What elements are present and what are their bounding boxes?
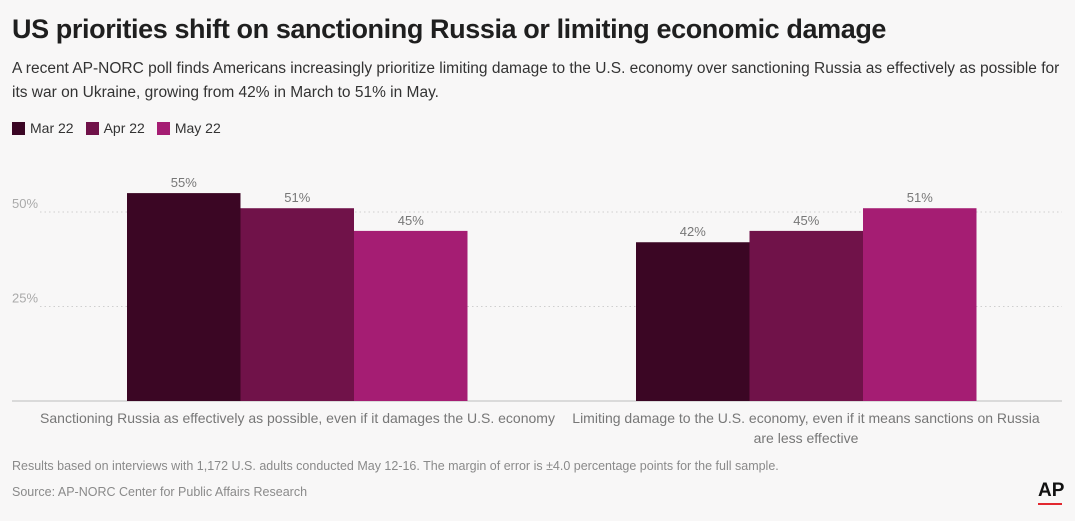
legend-item-may: May 22: [156, 120, 221, 136]
bar-may-22-cat0: [354, 230, 468, 401]
bar-mar-22-cat0: [127, 193, 241, 401]
bar-mar-22-cat1: [636, 242, 750, 401]
legend-item-mar: Mar 22: [12, 120, 74, 136]
y-tick-label-50: 50%: [12, 196, 38, 211]
chart-title: US priorities shift on sanctioning Russi…: [12, 14, 887, 44]
chart-subtitle: A recent AP-NORC poll finds Americans in…: [12, 60, 1060, 101]
legend-item-apr: Apr 22: [85, 120, 145, 136]
legend: Mar 22 Apr 22 May 22: [12, 120, 221, 136]
category-label-sanctioning: Sanctioning Russia as effectively as pos…: [40, 410, 555, 426]
source-note: Source: AP-NORC Center for Public Affair…: [12, 485, 308, 499]
legend-swatch-may: [156, 121, 170, 135]
data-label-apr-22-cat1: 45%: [793, 213, 819, 228]
data-label-mar-22-cat0: 55%: [171, 175, 197, 190]
bar-chart: 25% 50% 55% 42% 51% 45% 45% 51%: [12, 175, 1062, 402]
data-label-apr-22-cat0: 51%: [284, 190, 310, 205]
bar-apr-22-cat0: [240, 208, 354, 401]
y-tick-label-25: 25%: [12, 291, 38, 306]
legend-label-may: May 22: [174, 120, 221, 136]
bar-apr-22-cat1: [749, 230, 863, 401]
legend-label-mar: Mar 22: [30, 120, 74, 136]
data-label-mar-22-cat1: 42%: [680, 224, 706, 239]
legend-label-apr: Apr 22: [103, 120, 145, 136]
bar-may-22-cat1: [863, 208, 977, 401]
ap-logo: AP: [1038, 480, 1065, 501]
data-label-may-22-cat1: 51%: [907, 190, 933, 205]
ap-logo-underline: [1038, 503, 1062, 505]
legend-swatch-apr: [85, 121, 99, 135]
category-label-limiting: Limiting damage to the U.S. economy, eve…: [572, 410, 1040, 446]
legend-swatch-mar: [12, 121, 25, 135]
footnote: Results based on interviews with 1,172 U…: [12, 459, 779, 473]
data-label-may-22-cat0: 45%: [398, 213, 424, 228]
